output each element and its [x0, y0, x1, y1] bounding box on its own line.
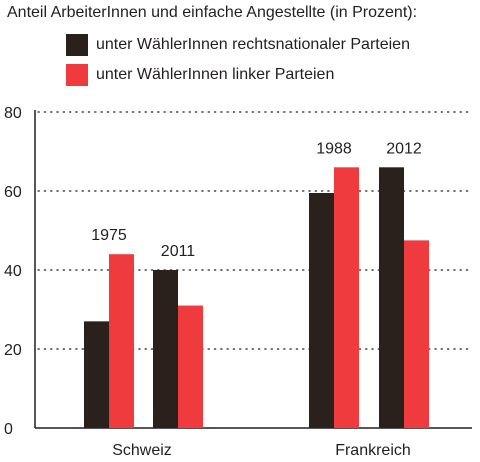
y-tick-label-80: 80 — [4, 105, 22, 122]
bar-frankreich-2012-series-0 — [379, 167, 404, 429]
y-tick-label-20: 20 — [4, 342, 22, 359]
bar-schweiz-1975-series-1 — [109, 254, 134, 428]
bar-schweiz-2011-series-1 — [178, 305, 203, 428]
year-label-2012: 2012 — [386, 140, 422, 157]
legend-swatch-left-wing — [66, 64, 88, 86]
bar-frankreich-2012-series-1 — [404, 240, 429, 428]
y-tick-label-40: 40 — [4, 263, 22, 280]
bar-frankreich-1988-series-1 — [334, 167, 359, 429]
legend-item-left-wing: unter WählerInnen linker Parteien — [66, 64, 334, 86]
x-category-label-frankreich: Frankreich — [335, 442, 411, 459]
bar-schweiz-1975-series-0 — [84, 321, 109, 428]
legend-item-right-wing: unter WählerInnen rechtsnationaler Parte… — [66, 34, 410, 56]
bar-schweiz-2011-series-0 — [153, 270, 178, 428]
legend-label-right-wing: unter WählerInnen rechtsnationaler Parte… — [96, 36, 410, 53]
year-label-2011: 2011 — [161, 243, 196, 260]
year-label-1988: 1988 — [316, 140, 352, 157]
bar-frankreich-1988-series-0 — [309, 192, 334, 428]
y-tick-label-0: 0 — [4, 421, 13, 438]
x-category-label-schweiz: Schweiz — [112, 442, 172, 459]
year-label-1975: 1975 — [91, 227, 127, 244]
chart-title: Anteil ArbeiterInnen und einfache Angest… — [7, 4, 418, 21]
legend-label-left-wing: unter WählerInnen linker Parteien — [96, 66, 335, 83]
legend-swatch-right-wing — [66, 34, 88, 56]
y-tick-label-60: 60 — [4, 184, 22, 201]
